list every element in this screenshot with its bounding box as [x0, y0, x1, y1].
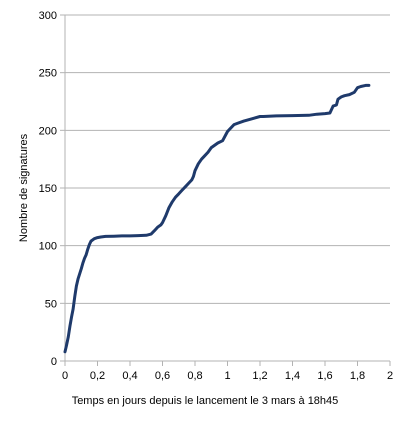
- x-tick-label: 0,8: [187, 370, 202, 382]
- axes: [60, 14, 391, 366]
- x-tick-label: 1,6: [317, 370, 332, 382]
- x-tick-label: 1,2: [252, 370, 267, 382]
- y-tick-label: 200: [39, 125, 57, 137]
- x-tick-label: 1: [224, 370, 230, 382]
- series-line: [63, 83, 371, 354]
- y-tick-label: 300: [39, 10, 57, 22]
- x-tick-label: 0,6: [155, 370, 170, 382]
- gridlines: [65, 14, 390, 362]
- series-layer: [63, 83, 371, 354]
- x-tick-label: 1,8: [350, 370, 365, 382]
- y-axis-label: Nombre de signatures: [18, 133, 30, 242]
- y-tick-label: 100: [39, 241, 57, 253]
- x-tick-label: 0,4: [122, 370, 137, 382]
- y-tick-label: 250: [39, 68, 57, 80]
- x-axis-label: Temps en jours depuis le lancement le 3 …: [72, 395, 339, 407]
- x-tick-label: 2: [387, 370, 393, 382]
- x-tick-label: 1,4: [285, 370, 300, 382]
- x-tick-label: 0: [62, 370, 68, 382]
- tick-labels: 0 50 100 150 200 250 300 0 0,2 0,4 0,6 0,8 1 1,2 1,4 1,…: [39, 10, 393, 382]
- y-tick-label: 150: [39, 183, 57, 195]
- x-tick-label: 0,2: [90, 370, 105, 382]
- y-tick-label: 50: [45, 298, 57, 310]
- y-tick-label: 0: [51, 356, 57, 368]
